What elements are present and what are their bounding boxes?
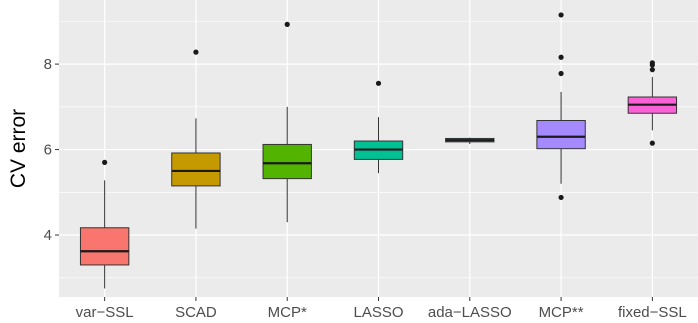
box-iqr <box>171 152 221 187</box>
outlier-point <box>558 12 564 18</box>
x-tick-label: LASSO <box>353 304 403 321</box>
outlier-point <box>558 54 564 60</box>
outlier-point <box>284 21 290 27</box>
x-tick-label: fixed−SSL <box>618 304 687 321</box>
outlier-point <box>375 80 382 86</box>
boxes-layer <box>79 12 678 289</box>
y-axis-ticks: 4 6 8 <box>44 56 59 244</box>
outlier-point <box>558 70 564 77</box>
x-tick-label: var−SSL <box>76 304 134 321</box>
box-iqr <box>79 227 130 266</box>
x-tick-label: ada−LASSO <box>428 304 512 321</box>
box-iqr <box>536 120 586 150</box>
outlier-point <box>649 60 655 66</box>
y-tick-label: 4 <box>44 227 52 244</box>
x-tick-label: MCP* <box>268 304 307 321</box>
box-group <box>262 21 312 223</box>
y-tick-label: 8 <box>44 56 52 73</box>
box-group <box>353 80 404 174</box>
box-group <box>627 60 678 146</box>
x-tick-label: SCAD <box>175 304 217 321</box>
x-axis-ticks: var−SSL SCAD MCP* LASSO ada−LASSO MCP** fixed−… <box>76 297 687 321</box>
outlier-point <box>193 49 199 55</box>
box-group <box>171 49 221 229</box>
y-axis-title: CV error <box>7 109 30 188</box>
outlier-point <box>558 194 564 201</box>
box-group <box>445 137 495 145</box>
box-group <box>536 12 586 201</box>
box-iqr <box>262 143 312 180</box>
x-tick-label: MCP** <box>539 304 584 321</box>
outlier-point <box>102 159 108 165</box>
outlier-point <box>649 140 655 146</box>
outlier-point <box>649 67 655 73</box>
y-tick-label: 6 <box>44 142 52 159</box>
box-group <box>79 159 130 289</box>
